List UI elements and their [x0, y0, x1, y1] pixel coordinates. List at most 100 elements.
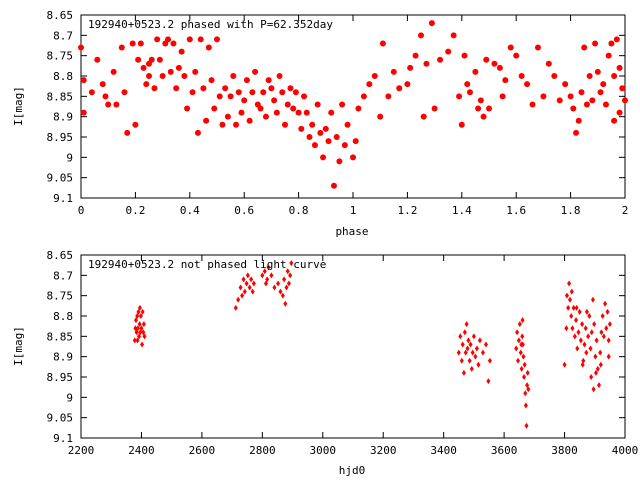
- top-plot-ticks: [80, 14, 626, 199]
- data-point: [523, 390, 528, 397]
- data-point: [309, 121, 316, 128]
- y-tick-label: 9.05: [47, 412, 74, 425]
- data-point: [465, 345, 470, 352]
- data-point: [377, 113, 384, 120]
- y-tick-label: 9.1: [53, 192, 73, 205]
- data-point: [140, 308, 145, 315]
- data-point: [286, 280, 291, 287]
- data-point: [222, 85, 229, 92]
- y-tick-label: 8.7: [53, 29, 73, 42]
- data-point: [551, 73, 558, 79]
- data-point: [230, 73, 237, 79]
- top-plot-x-tick-labels: 0 0.2 0.4 0.6 0.8 1 1.2 1.4 1.6 1.8 2: [78, 204, 629, 217]
- data-point: [458, 121, 465, 128]
- data-point: [224, 113, 231, 120]
- data-point: [146, 73, 152, 79]
- data-point: [462, 329, 467, 336]
- data-point: [214, 36, 220, 43]
- x-tick-label: 3000: [310, 444, 337, 457]
- data-point: [545, 60, 552, 67]
- top-plot-y-tick-labels: 8.65 8.7 8.75 8.8 8.85 8.9 8.95 9 9.05 9.1: [47, 9, 74, 205]
- bottom-plot-y-tick-labels: 8.65 8.7 8.75 8.8 8.85 8.9 8.95 9 9.05 9.1: [47, 249, 74, 445]
- data-point: [475, 105, 482, 112]
- y-tick-label: 8.8: [53, 310, 73, 323]
- data-point: [526, 386, 531, 393]
- data-point: [135, 56, 142, 63]
- data-point: [186, 36, 193, 43]
- data-point: [587, 313, 592, 319]
- data-point: [472, 68, 479, 75]
- data-point: [314, 101, 321, 108]
- data-point: [522, 374, 527, 380]
- data-point: [251, 280, 256, 287]
- data-point: [584, 349, 589, 356]
- data-point: [524, 81, 531, 88]
- data-point: [249, 276, 254, 283]
- top-plot-y-axis-label: I[mag]: [12, 86, 25, 126]
- data-point: [602, 101, 609, 108]
- data-point: [290, 105, 297, 112]
- data-point: [589, 329, 594, 336]
- data-point: [616, 64, 623, 71]
- data-point: [325, 138, 332, 145]
- data-point: [513, 52, 520, 59]
- data-point: [132, 337, 137, 344]
- data-point: [200, 85, 207, 92]
- x-tick-label: 1.8: [561, 204, 581, 217]
- x-tick-label: 2: [622, 204, 629, 217]
- data-point: [499, 93, 506, 100]
- bottom-plot-points: [132, 260, 612, 429]
- data-point: [78, 44, 84, 51]
- x-tick-label: 1.2: [397, 204, 417, 217]
- data-point: [285, 268, 290, 275]
- data-point: [583, 325, 588, 332]
- data-point: [379, 40, 386, 47]
- data-point: [580, 321, 585, 328]
- data-point: [241, 276, 246, 283]
- data-point: [80, 109, 87, 116]
- data-point: [529, 101, 536, 108]
- data-point: [593, 369, 598, 376]
- data-point: [288, 272, 293, 279]
- data-point: [603, 300, 608, 307]
- x-tick-label: 4000: [612, 444, 639, 457]
- data-point: [431, 105, 438, 112]
- data-point: [282, 121, 288, 128]
- data-point: [189, 89, 196, 96]
- data-point: [246, 117, 253, 124]
- data-point: [613, 36, 620, 43]
- data-point: [516, 337, 521, 344]
- y-tick-label: 8.65: [47, 249, 74, 262]
- data-point: [284, 284, 289, 291]
- data-point: [471, 333, 476, 340]
- data-point: [205, 44, 212, 51]
- data-point: [520, 317, 525, 324]
- data-point: [418, 32, 424, 39]
- data-point: [271, 97, 278, 104]
- data-point: [473, 353, 478, 360]
- data-point: [605, 308, 610, 315]
- data-point: [165, 36, 172, 43]
- data-point: [474, 345, 479, 352]
- data-point: [519, 341, 524, 348]
- data-point: [575, 117, 582, 124]
- data-point: [276, 73, 283, 79]
- data-point: [366, 81, 373, 88]
- x-tick-label: 2600: [189, 444, 216, 457]
- data-point: [306, 134, 313, 140]
- data-point: [578, 337, 583, 344]
- data-point: [622, 97, 628, 104]
- data-point: [597, 89, 604, 96]
- x-tick-label: 0.2: [125, 204, 145, 217]
- data-point: [244, 280, 249, 287]
- y-tick-label: 8.95: [47, 371, 74, 384]
- data-point: [138, 313, 143, 319]
- y-tick-label: 9: [66, 391, 73, 404]
- data-point: [556, 97, 563, 104]
- data-point: [619, 85, 626, 92]
- data-point: [574, 317, 579, 324]
- data-point: [284, 101, 291, 108]
- data-point: [480, 349, 485, 356]
- data-point: [266, 264, 271, 271]
- data-point: [303, 109, 310, 116]
